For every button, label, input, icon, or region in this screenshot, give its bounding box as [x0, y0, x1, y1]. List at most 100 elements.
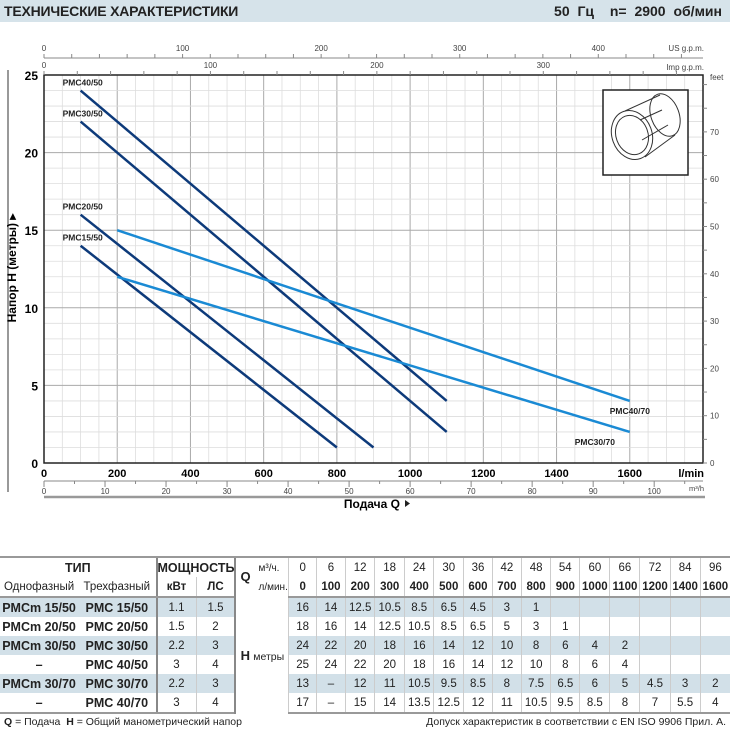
page-title: ТЕХНИЧЕСКИЕ ХАРАКТЕРИСТИКИ [4, 3, 239, 19]
head-value: 9.5 [433, 674, 464, 693]
header-band: ТЕХНИЧЕСКИЕ ХАРАКТЕРИСТИКИ 50 Гц n= 2900… [0, 0, 730, 22]
head-value: 7.5 [520, 674, 551, 693]
table-row: PMCm 20/50 PMC 20/50 1.5 2 18 16 14 12.5 10.5 8.5… [0, 617, 730, 636]
head-value: – [315, 693, 346, 714]
head-value: 16 [315, 617, 346, 636]
table-row: – PMC 40/50 3 4 25 24 22 20 18 16 14 12 10 8 6 4 [0, 655, 730, 674]
m3h-tick-label: 40 [284, 487, 293, 496]
head-value: 4 [609, 655, 640, 674]
legend-note: Q = Подача H = Общий манометрический нап… [4, 716, 242, 728]
us-gpm-tick-label: 400 [592, 44, 606, 53]
head-value: 13.5 [403, 693, 434, 714]
head-value: 6 [579, 655, 610, 674]
power-hp: 1.5 [195, 597, 236, 617]
head-value: 13 [288, 674, 317, 693]
power-hp: 3 [195, 636, 236, 655]
head-value: 12.5 [433, 693, 464, 714]
head-value: 24 [288, 636, 317, 655]
q-lmin-cell: 800 [520, 577, 551, 598]
head-value [699, 655, 730, 674]
q-lmin-cell: 1000 [579, 577, 610, 598]
table-row: PMCm 30/50 PMC 30/50 2.2 3 24 22 20 18 16 14 12 10 8… [0, 636, 730, 655]
head-value: 12.5 [374, 617, 405, 636]
m3h-tick-label: 10 [101, 487, 110, 496]
power-kw: 3 [155, 655, 196, 674]
m3h-tick-label: 30 [223, 487, 232, 496]
q-lmin-cell: 0 [288, 577, 317, 598]
head-value: 2 [699, 674, 730, 693]
x-tick-label: 1000 [398, 468, 422, 480]
head-value: 10.5 [374, 597, 405, 617]
q-m3h-cell: 66 [609, 556, 640, 577]
head-value: 14 [433, 636, 464, 655]
m3h-unit-label: m³/h [689, 484, 704, 493]
pump-impeller-image [602, 89, 689, 176]
head-value: 3 [520, 617, 551, 636]
head-value: – [315, 674, 346, 693]
curve-label: PMC20/50 [63, 202, 103, 212]
head-value [550, 597, 580, 617]
x-tick-label: 0 [41, 468, 47, 480]
head-value: 8 [520, 636, 551, 655]
head-value: 8.5 [403, 597, 434, 617]
curve-pmc30-70 [116, 275, 631, 434]
q-m3h-cell: 24 [403, 556, 434, 577]
head-value [579, 597, 610, 617]
head-value: 8 [491, 674, 522, 693]
feet-tick-label: 50 [710, 222, 719, 231]
x-tick-label: 1200 [471, 468, 495, 480]
head-value [639, 655, 671, 674]
frequency: 50 Гц [554, 3, 595, 19]
q-m3h-cell: 6 [315, 556, 346, 577]
m3h-tick-label: 80 [528, 487, 537, 496]
us-gpm-tick-label: 100 [176, 44, 190, 53]
head-value: 14 [344, 617, 375, 636]
x-axis-title: Подача Q [344, 497, 400, 511]
three-phase-model: PMC 40/50 [85, 657, 149, 672]
head-value: 25 [288, 655, 317, 674]
head-value: 12 [491, 655, 522, 674]
x-tick-label: 200 [108, 468, 126, 480]
x-tick-label: 400 [181, 468, 199, 480]
x-unit-label: l/min [678, 468, 704, 480]
head-value: 12.5 [344, 597, 375, 617]
q-m3h-cell: 12 [344, 556, 375, 577]
x-tick-label: 600 [254, 468, 272, 480]
table-row: PMCm 30/70 PMC 30/70 2.2 3 13–12 11 10.5 9.5 8.5… [0, 674, 730, 693]
three-phase-model: PMC 30/70 [78, 674, 157, 693]
m3h-tick-label: 20 [162, 487, 171, 496]
q-m3h-cell: 30 [433, 556, 464, 577]
h-label: H [240, 647, 251, 663]
head-value: 10 [491, 636, 522, 655]
q-m3h-cell: 72 [639, 556, 671, 577]
head-value: 10.5 [403, 674, 434, 693]
q-lmin-cell: 900 [550, 577, 580, 598]
m3h-tick-label: 90 [589, 487, 598, 496]
y-tick-label: 25 [25, 69, 39, 83]
head-value: 12 [463, 636, 493, 655]
m3h-tick-label: 70 [467, 487, 476, 496]
head-value: 8 [550, 655, 580, 674]
head-value: 7 [639, 693, 671, 714]
head-value: 24 [315, 655, 346, 674]
q-lmin-cell: 1600 [699, 577, 730, 598]
us-gpm-tick-label: 0 [42, 44, 47, 53]
y-tick-label: 0 [31, 457, 38, 471]
q-lmin-cell: 500 [433, 577, 464, 598]
q-lmin-cell: 100 [315, 577, 346, 598]
head-value: 6 [579, 674, 610, 693]
single-phase-model: PMCm 30/70 [0, 674, 79, 693]
q-lmin-cell: 1200 [639, 577, 671, 598]
head-value: 16 [288, 597, 317, 617]
head-value: 6.5 [550, 674, 580, 693]
head-value: 5 [491, 617, 522, 636]
head-value: 3 [669, 674, 701, 693]
imp-gpm-tick-label: 0 [42, 61, 47, 70]
head-value: 11 [491, 693, 522, 714]
head-value: 4 [699, 693, 730, 714]
head-value: 14 [463, 655, 493, 674]
head-value [669, 636, 701, 655]
power-hp: 3 [195, 674, 236, 693]
curve-pmc40-50 [79, 89, 448, 402]
feet-tick-label: 40 [710, 270, 719, 279]
